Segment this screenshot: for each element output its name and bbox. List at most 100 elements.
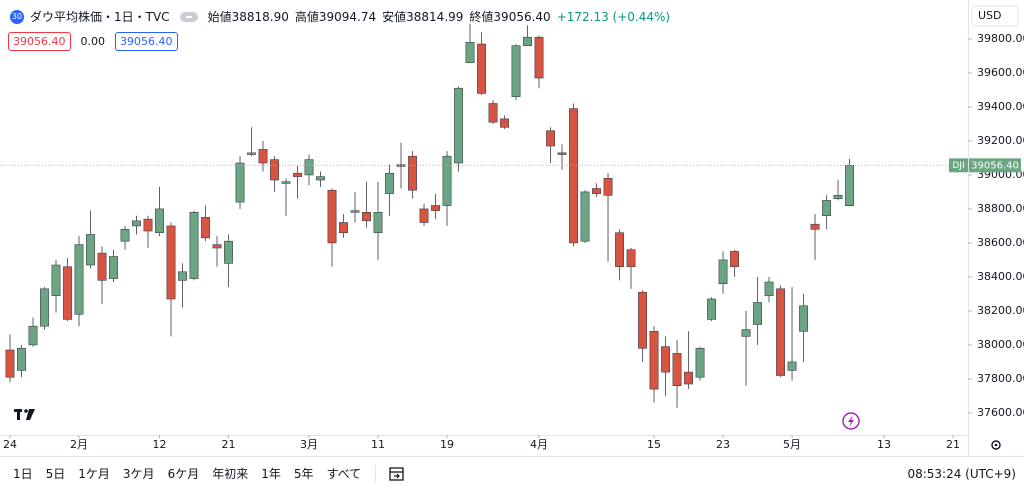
candle-body xyxy=(730,251,739,268)
range-button[interactable]: 3ケ月 xyxy=(122,467,155,481)
range-button[interactable]: 1ケ月 xyxy=(78,467,110,481)
candle-body xyxy=(810,223,820,230)
candle-body xyxy=(500,118,509,128)
candle-body xyxy=(293,172,302,177)
candle-body xyxy=(442,155,452,206)
range-button[interactable]: 年初来 xyxy=(212,467,249,481)
range-button[interactable]: 1日 xyxy=(13,467,33,481)
candle-body xyxy=(339,222,348,234)
logo-part xyxy=(24,409,28,413)
value: 39056.40 xyxy=(493,10,551,24)
y-tick-label: 39600.00 xyxy=(977,66,1024,79)
candle-body xyxy=(109,256,118,279)
candle-body xyxy=(695,348,705,378)
y-tick-label: 39200.00 xyxy=(977,134,1024,147)
y-tick-label: 38600.00 xyxy=(977,236,1024,249)
candle-body xyxy=(212,244,222,249)
candle-body xyxy=(546,130,555,147)
candle-body xyxy=(270,159,279,181)
candle-body xyxy=(201,217,210,239)
candle-body xyxy=(316,176,325,181)
candle-body xyxy=(511,45,521,98)
last-price-tag xyxy=(969,158,1021,173)
candle-body xyxy=(28,325,38,346)
clock[interactable]: 08:53:24 (UTC+9) xyxy=(907,466,1016,481)
currency[interactable]: USD xyxy=(978,9,1002,22)
candle-body xyxy=(822,200,831,217)
y-tick-label: 38000.00 xyxy=(977,338,1024,351)
candle-body xyxy=(661,346,670,373)
candle-body xyxy=(523,36,532,47)
candle-body xyxy=(431,205,440,211)
range-button[interactable]: 1年 xyxy=(261,467,281,481)
candle-body xyxy=(454,87,463,164)
x-tick-label: 15 xyxy=(647,438,661,451)
candle-body xyxy=(120,229,130,242)
candle-body xyxy=(74,244,84,315)
bottom-toolbar: 1日 5日 1ケ月 3ケ月 6ケ月 年初来 1年 5年 すべて 08:53:24 (UTC+9) xyxy=(0,456,1024,489)
candle-body xyxy=(258,149,268,164)
x-tick-label: 11 xyxy=(371,438,385,451)
candle-body xyxy=(488,103,498,123)
settings-icon[interactable] xyxy=(991,440,1001,450)
change: +172.13 (+0.44%) xyxy=(556,9,671,24)
candle-body xyxy=(419,208,429,223)
value: 39094.74 xyxy=(318,10,377,24)
candle-body xyxy=(385,172,394,194)
candle-body xyxy=(86,234,95,266)
exchange-badge: 30 xyxy=(10,9,24,24)
label: 終値 xyxy=(469,10,494,24)
tv-logo[interactable] xyxy=(14,409,35,420)
candle-body xyxy=(799,305,808,332)
ohlc-high: 高値39094.74 xyxy=(295,8,376,25)
candle-body xyxy=(408,155,417,191)
trade-pills: 39056.40 0.00 39056.40 xyxy=(8,32,178,51)
range-button[interactable]: 5日 xyxy=(45,467,66,481)
candle-body xyxy=(281,181,291,184)
range-button[interactable]: 6ケ月 xyxy=(167,467,200,481)
x-tick-label: 5月 xyxy=(783,438,801,451)
value: 38814.99 xyxy=(406,10,464,24)
y-tick-label: 37800.00 xyxy=(977,372,1024,385)
sell-price[interactable]: 39056.40 xyxy=(8,32,71,51)
x-tick-label: 21 xyxy=(222,438,236,451)
candle-body xyxy=(684,371,693,385)
collapse-button[interactable] xyxy=(179,11,198,22)
candle-body xyxy=(569,108,578,244)
candle-body xyxy=(649,331,659,390)
x-tick-label: 21 xyxy=(946,438,960,451)
candle-body xyxy=(143,218,153,232)
candle-body xyxy=(327,189,337,244)
ohlc-open: 始値38818.90 xyxy=(208,8,289,25)
label: 始値 xyxy=(207,10,232,24)
date-range-icon[interactable] xyxy=(388,465,406,483)
label: 高値 xyxy=(294,10,319,24)
symbol-title[interactable]: ダウ平均株価・1日・TVC xyxy=(30,10,170,24)
ohlc-close: 終値39056.40 xyxy=(469,8,550,25)
range-button[interactable]: すべて xyxy=(326,467,362,481)
currency-box[interactable] xyxy=(971,5,1019,27)
candle-body xyxy=(787,361,797,371)
candle-body xyxy=(741,329,751,337)
candle-body xyxy=(707,298,716,320)
candle-body xyxy=(350,210,360,213)
buy-price[interactable]: 39056.40 xyxy=(115,32,178,51)
x-tick-label: 2月 xyxy=(70,438,88,451)
icon-part xyxy=(389,466,404,481)
symbol-tag xyxy=(949,158,968,173)
label: 安値 xyxy=(382,10,407,24)
candle-body xyxy=(557,152,567,155)
candle-body xyxy=(247,152,256,155)
candle-body xyxy=(97,252,107,281)
candle-body xyxy=(626,249,636,268)
range-button[interactable]: 5年 xyxy=(293,467,314,481)
icon-part xyxy=(394,473,401,478)
candle-body xyxy=(17,348,26,371)
x-tick-label: 3月 xyxy=(300,438,318,451)
y-tick-label: 38200.00 xyxy=(977,304,1024,317)
y-tick-label: 37600.00 xyxy=(977,406,1024,419)
x-tick-label: 13 xyxy=(877,438,891,451)
candle-body xyxy=(189,212,199,279)
x-tick-label: 23 xyxy=(716,438,730,451)
